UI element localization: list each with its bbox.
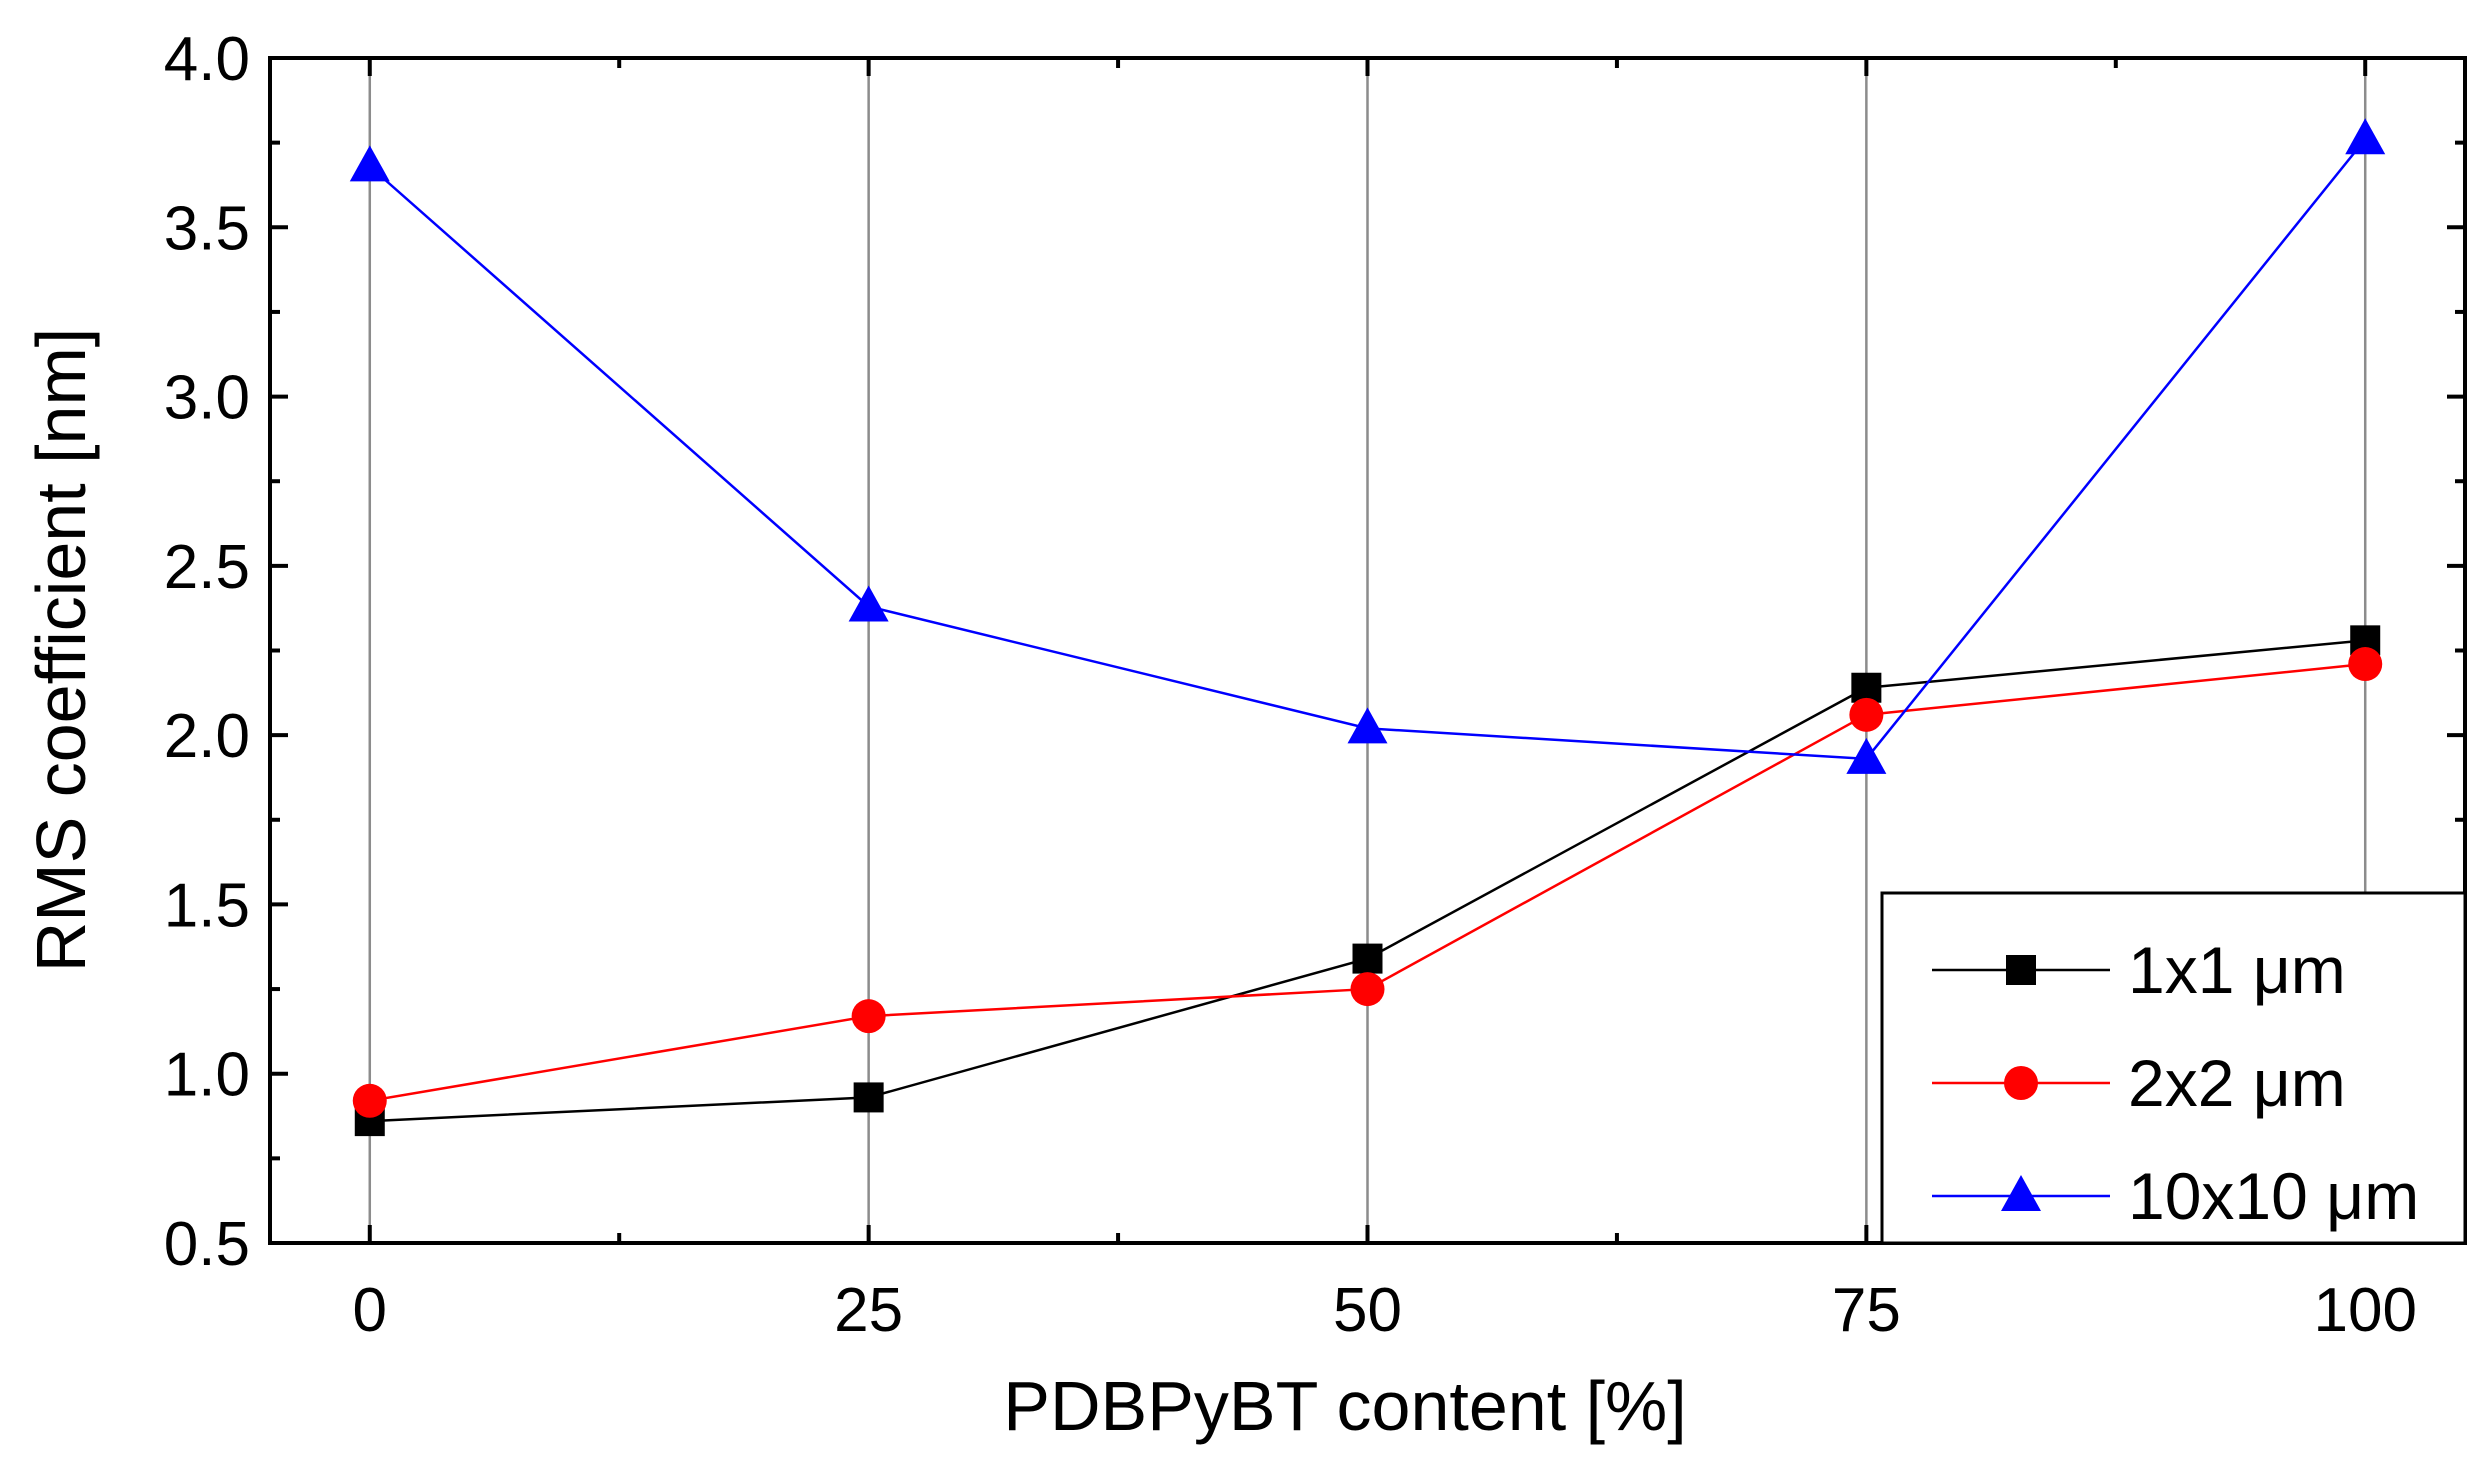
series-3 xyxy=(349,118,2386,774)
x-tick-label: 0 xyxy=(353,1276,387,1345)
data-point xyxy=(1347,707,1388,744)
series-2 xyxy=(352,647,2383,1118)
series-layer xyxy=(349,118,2386,1137)
y-tick-label: 0.5 xyxy=(164,1210,250,1279)
legend-label: 1x1 μm xyxy=(2128,933,2346,1007)
x-tick-label: 25 xyxy=(834,1276,903,1345)
data-point xyxy=(349,145,390,182)
legend-label: 2x2 μm xyxy=(2128,1046,2346,1120)
data-point xyxy=(2345,118,2386,155)
y-tick-label: 4.0 xyxy=(164,25,250,94)
legend-box xyxy=(1880,891,2467,1245)
data-point xyxy=(853,1082,884,1113)
data-point xyxy=(851,999,886,1034)
x-axis-title: PDBPyBT content [%] xyxy=(1003,1367,1686,1445)
y-tick-label: 2.5 xyxy=(164,533,250,602)
y-tick-label: 3.5 xyxy=(164,194,250,263)
data-point xyxy=(2348,647,2383,682)
data-point xyxy=(352,1083,387,1118)
x-tick-label: 50 xyxy=(1333,1276,1402,1345)
y-tick-label: 1.5 xyxy=(164,871,250,940)
legend-marker xyxy=(2001,1175,2041,1211)
x-tick-label: 75 xyxy=(1832,1276,1901,1345)
legend-marker xyxy=(2004,1066,2038,1100)
data-point xyxy=(1350,972,1385,1007)
y-axis-title: RMS coefficient [nm] xyxy=(22,328,100,973)
x-tick-label: 100 xyxy=(2314,1276,2417,1345)
ticks-layer: 0 25 50 75 100 0.5 1.0 1.5 2.0 2.5 3.0 3.5 4.0 xyxy=(164,25,2465,1345)
y-tick-label: 3.0 xyxy=(164,364,250,433)
y-tick-label: 1.0 xyxy=(164,1041,250,1110)
data-point xyxy=(1352,943,1383,974)
data-point xyxy=(1846,737,1887,774)
legend: 1x1 μm 2x2 μm 10x10 μm xyxy=(1880,891,2467,1245)
legend-label: 10x10 μm xyxy=(2128,1159,2419,1233)
y-tick-label: 2.0 xyxy=(164,702,250,771)
data-point xyxy=(1849,697,1884,732)
legend-marker xyxy=(2006,955,2036,985)
data-point xyxy=(1851,672,1882,703)
series-1 xyxy=(354,625,2381,1137)
data-point xyxy=(848,585,889,622)
